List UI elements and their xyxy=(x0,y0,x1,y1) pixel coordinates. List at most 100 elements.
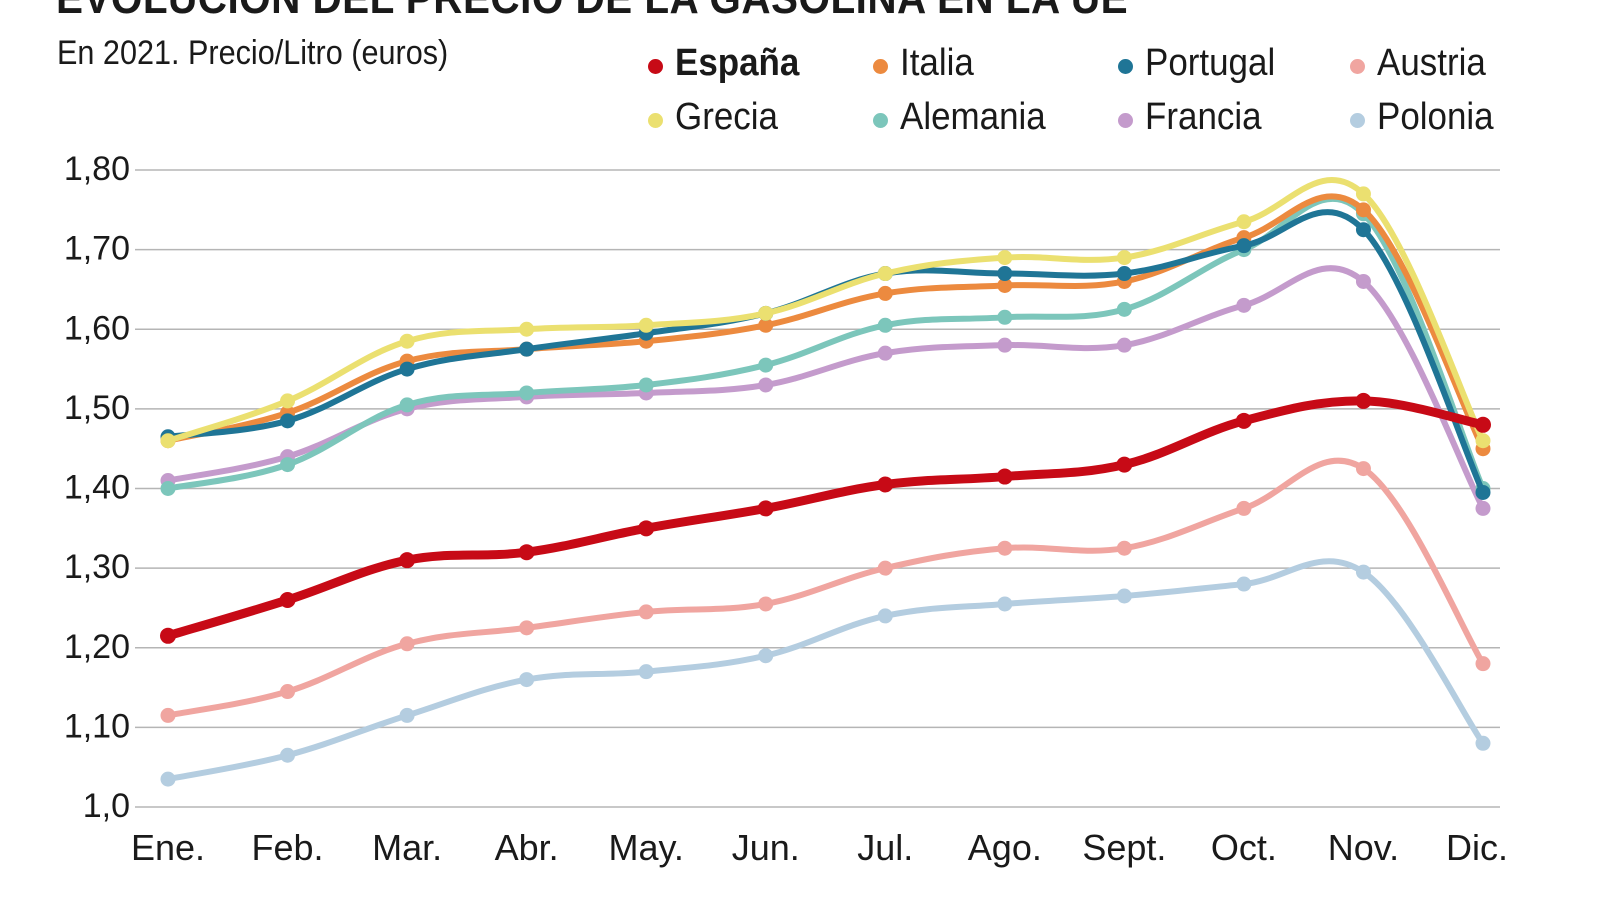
data-point-polonia-1 xyxy=(280,747,296,763)
legend-item-francia: Francia xyxy=(1118,94,1350,140)
data-point-austria-5 xyxy=(758,596,774,612)
legend-label: España xyxy=(675,41,800,84)
data-point-alemania-5 xyxy=(758,357,774,373)
data-point-espana-10 xyxy=(1355,392,1372,409)
data-point-italia-5 xyxy=(758,317,774,333)
legend: España Italia Portugal Austria Grecia Al… xyxy=(648,40,1550,140)
data-point-polonia-4 xyxy=(638,664,654,680)
data-point-austria-11 xyxy=(1475,656,1491,672)
legend-item-alemania: Alemania xyxy=(873,94,1118,140)
y-tick-label: 1,30 xyxy=(64,548,130,586)
data-point-polonia-11 xyxy=(1475,735,1491,751)
data-point-espana-6 xyxy=(877,476,894,493)
data-point-grecia-1 xyxy=(280,393,296,409)
data-point-alemania-8 xyxy=(1116,301,1132,317)
y-axis-ticks: 1,80 1,70 1,60 1,50 1,40 1,30 1,20 1,10 1,0 xyxy=(64,150,130,825)
legend-item-espana: España xyxy=(648,40,873,86)
data-point-austria-2 xyxy=(399,636,415,652)
legend-label: Italia xyxy=(900,41,974,84)
series-line-espana xyxy=(163,396,1488,641)
data-point-polonia-9 xyxy=(1236,576,1252,592)
data-point-polonia-10 xyxy=(1355,564,1371,580)
data-point-portugal-8 xyxy=(1116,266,1132,282)
data-point-polonia-5 xyxy=(758,648,774,664)
data-point-francia-5 xyxy=(758,377,774,393)
x-tick-label: May. xyxy=(609,827,684,868)
x-tick-label: Ago. xyxy=(968,827,1042,868)
data-point-portugal-2 xyxy=(399,361,415,377)
series-portugal xyxy=(160,209,1491,500)
data-point-austria-1 xyxy=(280,684,296,700)
legend-label: Austria xyxy=(1377,41,1486,84)
data-point-polonia-7 xyxy=(997,596,1013,612)
x-tick-label: Abr. xyxy=(495,827,559,868)
legend-dot-icon xyxy=(1350,58,1365,74)
legend-item-austria: Austria xyxy=(1350,40,1550,86)
data-point-polonia-0 xyxy=(160,771,176,787)
legend-dot-icon xyxy=(873,58,888,74)
data-point-grecia-5 xyxy=(758,305,774,321)
y-tick-label: 1,10 xyxy=(64,707,130,745)
y-tick-label: 1,50 xyxy=(64,389,130,427)
x-tick-label: Ene. xyxy=(131,827,205,868)
series-line-alemania xyxy=(165,196,1486,492)
y-tick-label: 1,60 xyxy=(64,309,130,347)
legend-label: Grecia xyxy=(675,95,778,138)
data-point-austria-6 xyxy=(877,560,893,576)
data-point-francia-8 xyxy=(1116,337,1132,353)
data-point-portugal-10 xyxy=(1355,222,1371,238)
data-point-grecia-8 xyxy=(1116,250,1132,266)
legend-dot-icon xyxy=(873,112,888,128)
data-point-alemania-1 xyxy=(280,457,296,473)
y-tick-label: 1,40 xyxy=(64,469,130,507)
data-point-italia-7 xyxy=(997,277,1013,293)
data-point-grecia-6 xyxy=(877,266,893,282)
series-line-italia xyxy=(165,193,1486,452)
chart-subtitle: En 2021. Precio/Litro (euros) xyxy=(57,34,449,72)
series-grecia xyxy=(160,177,1491,449)
legend-label: Francia xyxy=(1145,95,1262,138)
series-line-grecia xyxy=(165,177,1486,444)
data-point-grecia-3 xyxy=(519,321,535,337)
data-point-portugal-11 xyxy=(1475,484,1491,500)
data-point-polonia-3 xyxy=(519,672,535,688)
data-point-austria-7 xyxy=(997,540,1013,556)
data-point-espana-0 xyxy=(160,627,176,644)
legend-dot-icon xyxy=(1118,58,1133,74)
legend-dot-icon xyxy=(1118,112,1133,128)
x-tick-label: Jun. xyxy=(732,827,800,868)
data-point-alemania-3 xyxy=(519,385,535,401)
data-point-alemania-0 xyxy=(160,481,176,496)
legend-label: Polonia xyxy=(1377,95,1494,138)
data-point-grecia-0 xyxy=(160,433,176,449)
data-point-alemania-4 xyxy=(638,377,654,393)
x-tick-label: Feb. xyxy=(252,827,324,868)
data-point-grecia-10 xyxy=(1355,186,1371,202)
data-point-austria-0 xyxy=(160,707,176,723)
data-point-portugal-1 xyxy=(280,413,296,429)
data-point-austria-8 xyxy=(1116,540,1132,556)
data-point-austria-4 xyxy=(638,604,654,620)
series-italia xyxy=(160,193,1491,457)
data-point-alemania-7 xyxy=(997,309,1013,325)
legend-dot-icon xyxy=(648,58,663,74)
y-tick-label: 1,70 xyxy=(64,230,130,268)
data-point-francia-9 xyxy=(1236,297,1252,313)
data-point-austria-10 xyxy=(1355,461,1371,477)
series-line-polonia xyxy=(165,558,1486,783)
data-point-espana-3 xyxy=(518,544,535,561)
data-point-francia-11 xyxy=(1475,500,1491,516)
series-espana xyxy=(160,392,1491,644)
data-point-grecia-2 xyxy=(399,333,415,349)
data-point-polonia-8 xyxy=(1116,588,1132,604)
data-point-austria-9 xyxy=(1236,500,1252,516)
y-tick-label: 1,0 xyxy=(83,787,130,825)
x-tick-label: Mar. xyxy=(372,827,442,868)
data-point-espana-7 xyxy=(996,468,1013,485)
series-austria xyxy=(160,457,1491,723)
series-lines xyxy=(160,177,1491,787)
series-line-francia xyxy=(165,265,1486,512)
data-point-espana-9 xyxy=(1235,412,1252,429)
data-point-alemania-6 xyxy=(877,317,893,333)
